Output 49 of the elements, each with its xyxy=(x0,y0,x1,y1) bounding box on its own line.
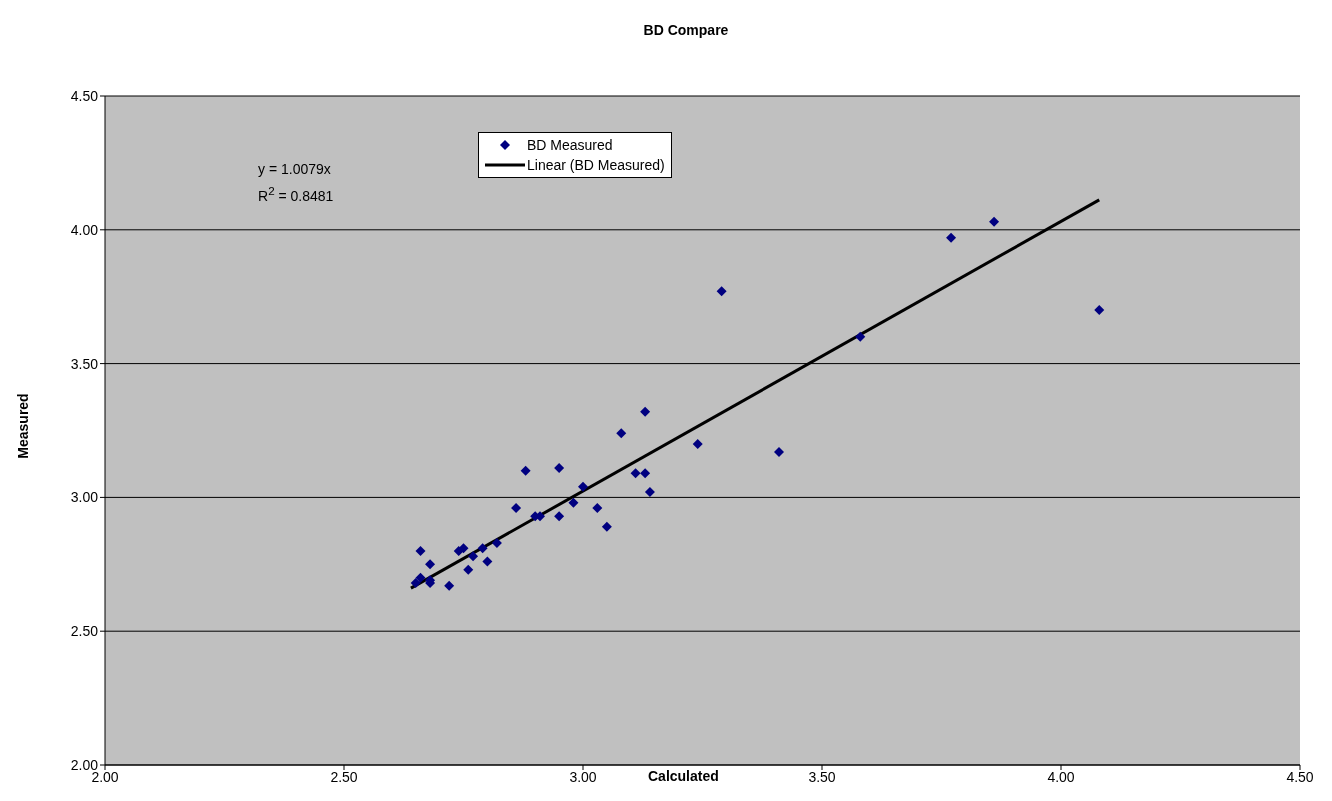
point xyxy=(463,564,474,575)
point xyxy=(554,511,565,522)
point xyxy=(491,537,502,548)
point xyxy=(640,468,651,479)
point xyxy=(511,503,522,514)
point xyxy=(444,580,455,591)
annotation: R$^{2}$ = 0.8481 xyxy=(258,183,334,206)
x-tick-label: 4.50 xyxy=(1286,768,1314,785)
y-axis-title: Measured xyxy=(15,392,31,461)
point xyxy=(410,578,421,589)
y-tick-label: 2.00 xyxy=(70,756,99,773)
point xyxy=(989,216,1000,227)
point xyxy=(568,497,579,508)
y-tick-label: 4.00 xyxy=(70,221,99,238)
point xyxy=(855,331,866,342)
legend-label: BD Measured xyxy=(527,137,613,153)
point xyxy=(616,428,627,439)
point xyxy=(773,446,784,457)
x-tick-label: 3.00 xyxy=(569,768,597,785)
point xyxy=(458,543,469,554)
y-tick-label: 4.50 xyxy=(70,87,99,104)
y-tick-label: 3.00 xyxy=(70,489,99,506)
point xyxy=(601,521,612,532)
point xyxy=(578,481,588,492)
y-tick-label: 2.50 xyxy=(70,623,99,640)
y-tick-label: 3.50 xyxy=(70,355,99,372)
point xyxy=(554,462,565,473)
point xyxy=(477,543,488,554)
x-tick-label: 2.50 xyxy=(330,768,358,785)
point xyxy=(946,232,957,243)
x-axis-title: Calculated xyxy=(648,768,719,784)
point xyxy=(482,556,493,567)
chart-title: BD Compare xyxy=(642,22,730,38)
point xyxy=(468,551,479,562)
x-tick-label: 3.50 xyxy=(808,768,836,785)
point xyxy=(520,465,531,476)
point xyxy=(692,438,703,449)
point xyxy=(415,572,426,583)
point xyxy=(1094,305,1105,316)
annotation: y = 1.0079x xyxy=(258,160,332,179)
point xyxy=(425,559,436,570)
legend-label: Linear (BD Measured) xyxy=(527,157,665,173)
point xyxy=(415,545,426,556)
point xyxy=(716,286,727,297)
point xyxy=(630,468,641,479)
point xyxy=(640,406,651,417)
x-tick-label: 4.00 xyxy=(1047,768,1075,785)
point xyxy=(644,487,655,498)
point xyxy=(592,503,603,514)
